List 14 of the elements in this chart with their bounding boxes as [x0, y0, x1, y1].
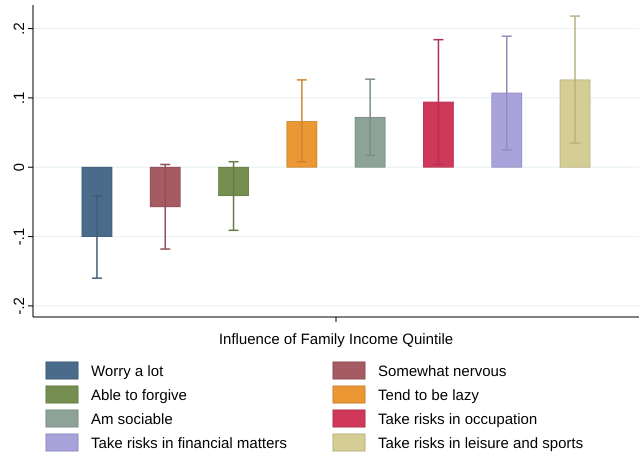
legend-label: Take risks in occupation: [378, 411, 538, 428]
legend-label: Am sociable: [91, 411, 173, 428]
legend-label: Somewhat nervous: [378, 363, 506, 380]
x-tick-label: Influence of Family Income Quintile: [218, 331, 454, 348]
legend-label: Worry a lot: [91, 363, 164, 380]
y-tick-label: .2: [11, 22, 28, 35]
y-tick-label: .1: [11, 92, 28, 104]
y-tick-label: 0: [11, 163, 28, 172]
legend-label: Take risks in financial matters: [91, 435, 287, 452]
legend-label: Tend to be lazy: [378, 387, 480, 404]
legend-label: Able to forgive: [91, 387, 187, 404]
legend-label: Take risks in leisure and sports: [378, 435, 584, 452]
y-tick-label: -.1: [11, 228, 28, 246]
y-tick-label: -.2: [11, 297, 28, 315]
